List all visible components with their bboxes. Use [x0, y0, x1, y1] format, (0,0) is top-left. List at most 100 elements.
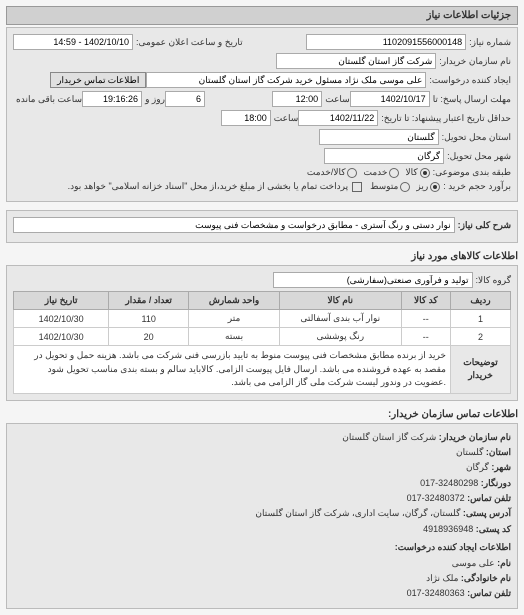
- org-phone-value: 32480298-017: [420, 478, 478, 488]
- col-row: ردیف: [451, 292, 511, 310]
- col-name: نام کالا: [280, 292, 402, 310]
- org-name-value: شرکت گاز استان گلستان: [342, 432, 436, 442]
- org-name-label: نام سازمان خریدار:: [439, 432, 511, 442]
- volume-small-radio[interactable]: ریز: [416, 181, 440, 192]
- details-section-title: جزئیات اطلاعات نیاز: [6, 6, 518, 25]
- col-qty: تعداد / مقدار: [109, 292, 189, 310]
- radio-icon: [400, 182, 410, 192]
- remain-time-input: [82, 91, 142, 107]
- items-table: ردیف کد کالا نام کالا واحد شمارش تعداد /…: [13, 291, 511, 394]
- org-province-value: گلستان: [456, 447, 483, 457]
- cell-qty: 110: [109, 310, 189, 328]
- items-section-title: اطلاعات کالاهای مورد نیاز: [6, 251, 518, 262]
- deadline-date-input[interactable]: [350, 91, 430, 107]
- creator-lastname-label: نام خانوادگی:: [461, 573, 511, 583]
- volume-medium-label: متوسط: [370, 181, 398, 192]
- city-label: شهر محل تحویل:: [447, 151, 511, 162]
- remain-suffix-label: ساعت باقی مانده: [16, 94, 82, 105]
- cell-code: --: [401, 310, 450, 328]
- org-fax-label: تلفن تماس:: [467, 493, 511, 503]
- group-label: گروه کالا:: [476, 275, 511, 286]
- org-postal-value: 4918936948: [423, 524, 473, 534]
- announce-datetime-label: تاریخ و ساعت اعلان عمومی:: [136, 37, 243, 48]
- org-phone-label: دورنگار:: [481, 478, 511, 488]
- budget-goods-label: کالا: [405, 167, 417, 178]
- org-address-label: آدرس پستی:: [463, 508, 511, 518]
- cell-code: --: [401, 328, 450, 346]
- title-label: شرح کلی نیاز:: [458, 220, 511, 231]
- credit-hour-input[interactable]: [221, 110, 271, 126]
- buyer-contact-button[interactable]: اطلاعات تماس خریدار: [50, 72, 146, 88]
- deadline-hour-input[interactable]: [272, 91, 322, 107]
- cell-name: نوار آب بندی آسفالتی: [280, 310, 402, 328]
- budget-goods-service-label: کالا/خدمت: [307, 167, 346, 178]
- deadline-hour-label: ساعت: [325, 94, 350, 105]
- budget-service-label: خدمت: [363, 167, 387, 178]
- budget-goods-service-radio[interactable]: کالا/خدمت: [307, 167, 358, 178]
- radio-icon: [420, 168, 430, 178]
- org-city-value: گرگان: [466, 462, 489, 472]
- budget-row-label: طبقه بندی موضوعی:: [433, 167, 511, 178]
- desc-label-cell: توضیحات خریدار: [451, 346, 511, 394]
- desc-text-cell: خرید از برنده مطابق مشخصات فنی پیوست منو…: [14, 346, 451, 394]
- creator-section-title: اطلاعات ایجاد کننده درخواست:: [13, 540, 511, 554]
- volume-label: برآورد حجم خرید :: [443, 181, 511, 192]
- volume-radio-group: ریز متوسط: [370, 181, 440, 192]
- org-province-label: استان:: [486, 447, 511, 457]
- budget-radio-group: کالا خدمت کالا/خدمت: [307, 167, 430, 178]
- creator-phone-label: تلفن تماس:: [467, 588, 511, 598]
- org-city-label: شهر:: [491, 462, 511, 472]
- request-no-label: شماره نیاز:: [469, 37, 511, 48]
- requester-label: ایجاد کننده درخواست:: [429, 75, 511, 86]
- request-form: شماره نیاز: تاریخ و ساعت اعلان عمومی: نا…: [6, 27, 518, 202]
- cell-name: رنگ پوششی: [280, 328, 402, 346]
- request-no-input[interactable]: [306, 34, 466, 50]
- org-section-title: اطلاعات تماس سازمان خریدار:: [6, 409, 518, 420]
- volume-medium-radio[interactable]: متوسط: [370, 181, 410, 192]
- cell-row: 1: [451, 310, 511, 328]
- table-row: 2 -- رنگ پوششی بسته 20 1402/10/30: [14, 328, 511, 346]
- desc-row: توضیحات خریدار خرید از برنده مطابق مشخصا…: [14, 346, 511, 394]
- remain-days-input: [165, 91, 205, 107]
- buyer-name-label: نام سازمان خریدار:: [439, 56, 511, 67]
- payment-note: پرداخت تمام یا بخشی از مبلغ خرید،از محل …: [68, 181, 348, 192]
- creator-name-label: نام:: [497, 558, 511, 568]
- org-address-value: گلستان، گرگان، سایت اداری، شرکت گاز استا…: [255, 508, 460, 518]
- province-label: استان محل تحویل:: [442, 132, 511, 143]
- credit-date-label: حداقل تاریخ اعتبار پیشنهاد: تا تاریخ:: [381, 113, 511, 124]
- creator-phone-value: 32480363-017: [407, 588, 465, 598]
- budget-goods-radio[interactable]: کالا: [405, 167, 429, 178]
- cell-qty: 20: [109, 328, 189, 346]
- org-postal-label: کد پستی:: [476, 524, 511, 534]
- cell-unit: متر: [189, 310, 280, 328]
- province-input[interactable]: [319, 129, 439, 145]
- requester-input[interactable]: [146, 72, 426, 88]
- items-box: گروه کالا: ردیف کد کالا نام کالا واحد شم…: [6, 265, 518, 401]
- volume-small-label: ریز: [416, 181, 428, 192]
- credit-hour-label: ساعت: [274, 113, 299, 124]
- cell-row: 2: [451, 328, 511, 346]
- credit-date-input[interactable]: [298, 110, 378, 126]
- creator-lastname-value: ملک نژاد: [426, 573, 458, 583]
- col-unit: واحد شمارش: [189, 292, 280, 310]
- city-input[interactable]: [324, 148, 444, 164]
- col-code: کد کالا: [401, 292, 450, 310]
- title-input[interactable]: [13, 217, 455, 233]
- remain-days-label: روز و: [145, 94, 165, 105]
- creator-name-value: علی موسی: [452, 558, 495, 568]
- group-input[interactable]: [273, 272, 473, 288]
- buyer-name-input[interactable]: [276, 53, 436, 69]
- title-box: شرح کلی نیاز:: [6, 210, 518, 243]
- org-fax-value: 32480372-017: [407, 493, 465, 503]
- radio-icon: [430, 182, 440, 192]
- cell-date: 1402/10/30: [14, 310, 109, 328]
- budget-service-radio[interactable]: خدمت: [363, 167, 399, 178]
- treasury-checkbox[interactable]: [352, 182, 362, 192]
- org-info-box: نام سازمان خریدار: شرکت گاز استان گلستان…: [6, 423, 518, 609]
- col-date: تاریخ نیاز: [14, 292, 109, 310]
- announce-datetime-input[interactable]: [13, 34, 133, 50]
- cell-unit: بسته: [189, 328, 280, 346]
- radio-icon: [389, 168, 399, 178]
- cell-date: 1402/10/30: [14, 328, 109, 346]
- deadline-send-label: مهلت ارسال پاسخ: تا: [433, 94, 511, 105]
